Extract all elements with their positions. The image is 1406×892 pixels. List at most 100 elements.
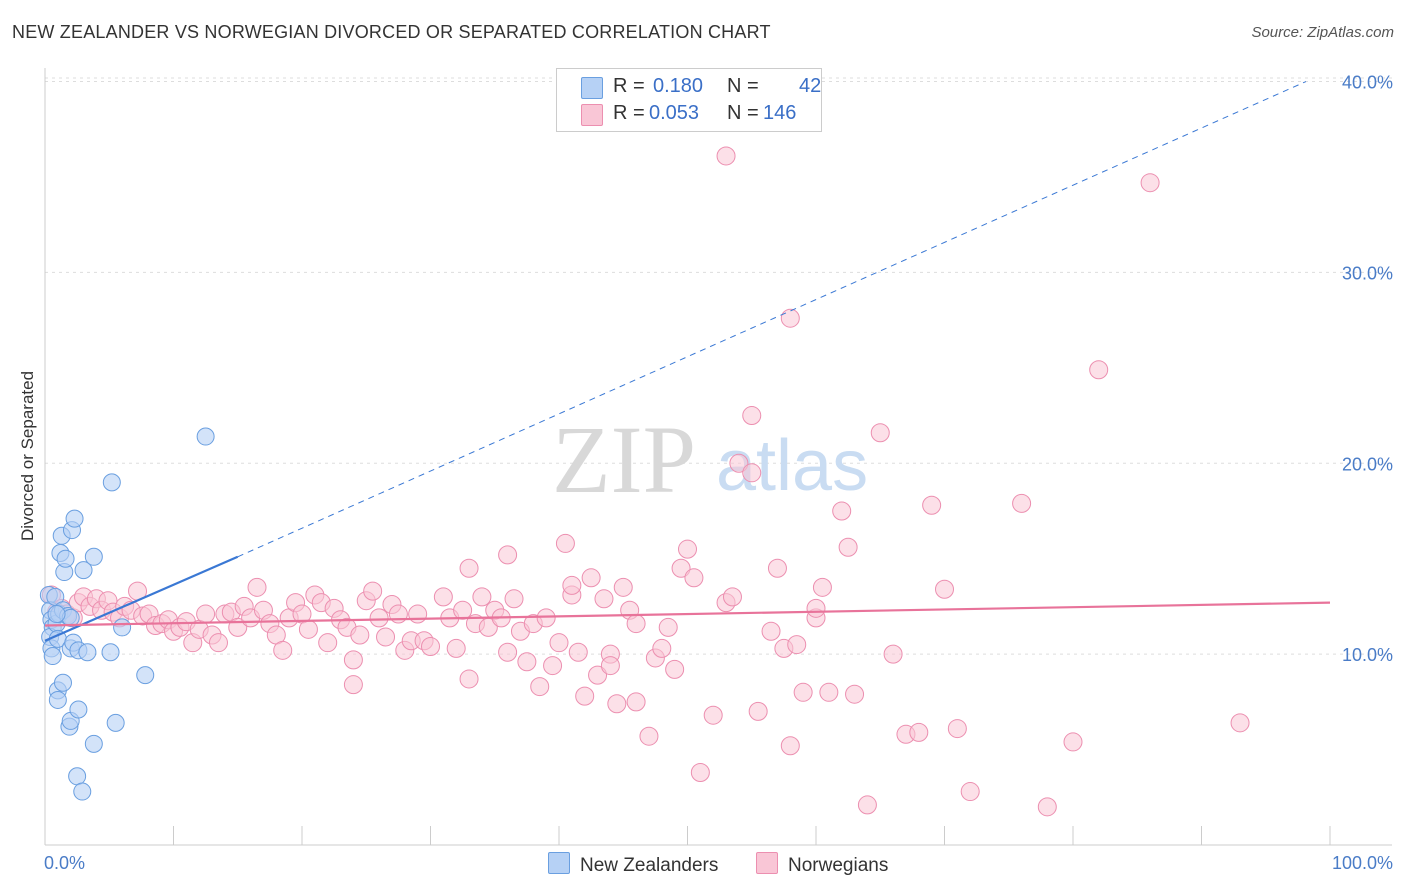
norwegian-point <box>947 719 967 739</box>
norwegian-point <box>433 587 453 607</box>
watermark-zip: ZIP <box>552 406 696 513</box>
correlation-legend: R = 0.180 N = 42 R = 0.053 N = 146 <box>556 68 822 132</box>
bottom-legend-new-zealanders: New Zealanders <box>548 852 718 877</box>
source-label: Source: ZipAtlas.com <box>1251 24 1394 41</box>
norwegian-point <box>883 644 903 664</box>
norwegian-point <box>748 701 768 721</box>
norwegian-point <box>446 638 466 658</box>
norwegian-point <box>1063 732 1083 752</box>
new-zealander-point <box>106 713 125 732</box>
new-zealander-point <box>68 767 87 786</box>
chart-title: NEW ZEALANDER VS NORWEGIAN DIVORCED OR S… <box>12 22 771 42</box>
norwegian-point <box>787 635 807 655</box>
legend-r-label: R = <box>613 75 645 97</box>
grid-lines <box>45 77 1392 845</box>
bottom-legend-swatch-blue <box>548 852 570 874</box>
legend-r-value: 0.053 <box>649 102 700 124</box>
norwegian-point <box>678 539 697 559</box>
norwegian-point <box>1230 713 1250 733</box>
norwegian-point <box>909 722 929 742</box>
norwegian-point <box>1140 173 1160 193</box>
norwegian-point <box>273 640 293 660</box>
norwegian-point <box>459 558 479 578</box>
norwegian-point <box>343 650 363 670</box>
legend-n-value: 42 <box>799 75 822 97</box>
norwegian-point <box>581 568 601 588</box>
norwegian-point <box>722 587 742 607</box>
watermark: ZIP atlas <box>552 406 868 513</box>
norwegian-point <box>453 600 473 620</box>
norwegian-point <box>421 636 440 656</box>
new-zealander-point <box>73 782 92 801</box>
bottom-legend-norwegians: Norwegians <box>756 852 888 877</box>
legend-r-label: R = <box>613 102 645 124</box>
bottom-legend-label: Norwegians <box>788 855 889 876</box>
bottom-legend-label: New Zealanders <box>580 855 719 876</box>
norwegian-point <box>543 656 563 676</box>
x-tick-label-start: 0.0% <box>44 853 85 873</box>
legend-r-value: 0.180 <box>653 75 704 97</box>
norwegian-point <box>208 633 228 653</box>
norwegian-point <box>652 638 672 658</box>
norwegian-point <box>793 682 813 702</box>
norwegian-point <box>960 782 980 802</box>
norwegian-point <box>517 652 537 672</box>
norwegian-point <box>530 677 550 697</box>
y-tick-labels: 10.0% 20.0% 30.0% 40.0% <box>1342 73 1393 666</box>
norwegian-point <box>742 406 762 426</box>
y-axis-label: Divorced or Separated <box>18 371 37 541</box>
new-zealander-point <box>48 690 67 709</box>
norwegian-point <box>639 726 659 746</box>
norwegian-point <box>935 579 954 599</box>
y-tick-label: 30.0% <box>1342 263 1393 283</box>
legend-n-label: N = <box>727 75 759 97</box>
new-zealander-trend-line <box>44 555 239 642</box>
new-zealander-point <box>56 549 75 568</box>
norwegian-point <box>845 684 865 704</box>
bottom-legend-swatch-pink <box>756 852 778 874</box>
legend-swatch-blue <box>581 77 603 99</box>
series-new-zealanders <box>39 427 215 801</box>
norwegian-point <box>1012 493 1032 513</box>
new-zealander-point <box>47 605 66 624</box>
norwegian-point <box>594 589 614 609</box>
new-zealander-point <box>69 700 88 719</box>
norwegian-point <box>922 495 942 515</box>
norwegian-point <box>761 621 781 641</box>
x-tick-labels: 0.0% 100.0% <box>44 853 1393 873</box>
norwegian-trend-line <box>44 601 1331 627</box>
norwegian-point <box>607 694 627 714</box>
axes <box>44 68 1392 846</box>
new-zealander-point <box>101 643 120 662</box>
new-zealander-point <box>102 473 121 492</box>
norwegian-point <box>575 686 595 706</box>
norwegian-point <box>658 617 678 637</box>
new-zealander-point <box>78 643 97 662</box>
norwegian-point <box>350 625 370 645</box>
norwegian-point <box>838 537 858 557</box>
norwegian-point <box>498 642 518 662</box>
norwegian-point <box>343 675 363 695</box>
norwegian-point <box>600 656 620 676</box>
legend-swatch-pink <box>581 104 603 126</box>
norwegian-point <box>408 604 428 624</box>
norwegian-point <box>196 604 216 624</box>
new-zealander-point <box>43 647 62 666</box>
norwegian-point <box>703 705 723 725</box>
new-zealander-point <box>84 547 103 566</box>
y-tick-label: 20.0% <box>1342 454 1393 474</box>
norwegian-point <box>318 633 338 653</box>
legend-n-label: N = <box>727 102 759 124</box>
new-zealander-point <box>113 618 132 637</box>
norwegian-point <box>626 692 646 712</box>
norwegian-point <box>806 598 826 618</box>
new-zealander-point <box>136 666 155 685</box>
norwegian-point <box>684 568 704 588</box>
norwegian-point <box>812 577 832 597</box>
norwegian-point <box>555 533 575 553</box>
new-zealander-point <box>65 509 84 528</box>
norwegian-point <box>626 614 646 634</box>
new-zealander-point <box>74 561 93 580</box>
new-zealander-point <box>196 427 215 446</box>
norwegian-point <box>716 146 736 166</box>
